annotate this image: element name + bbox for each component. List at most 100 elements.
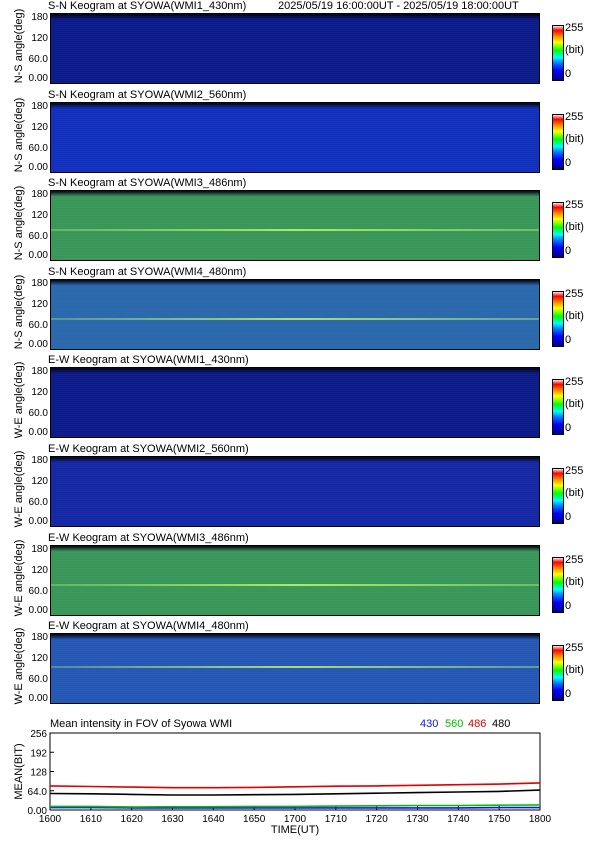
y-tick-label: 60.0 <box>22 675 48 685</box>
panel-title: E-W Keogram at SYOWA(WMI4_480nm) <box>48 620 249 633</box>
colorbar-min-label: 0 <box>565 246 571 257</box>
y-tick-label: 0.00 <box>22 606 48 616</box>
colorbar-unit-label: (bit) <box>565 222 584 233</box>
keogram-image <box>50 102 540 173</box>
y-tick-label: 0.00 <box>22 517 48 527</box>
mean-intensity-svg: Mean intensity in FOV of Syowa WMI 430 560… <box>0 715 595 842</box>
y-tick-label: 120 <box>22 300 48 310</box>
y-tick-label: 60.0 <box>22 321 48 331</box>
colorbar-unit-label: (bit) <box>565 665 584 676</box>
x-tick-label: 1640 <box>202 814 225 825</box>
y-tick-label: 60.0 <box>22 55 48 65</box>
x-tick-label: 1610 <box>80 814 103 825</box>
y-tick-label: 120 <box>22 211 48 221</box>
y-tick-label: 180 <box>22 456 48 466</box>
y-tick-label: 180 <box>22 633 48 643</box>
colorbar-min-label: 0 <box>565 512 571 523</box>
keogram-image <box>50 545 540 616</box>
colorbar-min-label: 0 <box>565 423 571 434</box>
x-tick-label: 1710 <box>325 814 348 825</box>
panel-title: E-W Keogram at SYOWA(WMI3_486nm) <box>48 532 249 545</box>
plot-frame <box>50 733 540 810</box>
colorbar <box>552 291 564 347</box>
keogram-texture <box>51 280 539 349</box>
panel-title: S-N Keogram at SYOWA(WMI4_480nm) <box>48 266 246 279</box>
panel-title: S-N Keogram at SYOWA(WMI2_560nm) <box>48 89 246 102</box>
colorbar-max-label: 255 <box>565 23 583 34</box>
y-tick-label: 60.0 <box>22 232 48 242</box>
keogram-panel: E-W Keogram at SYOWA(WMI2_560nm)W-E angl… <box>0 443 595 531</box>
keogram-texture <box>51 14 539 83</box>
keogram-panel: E-W Keogram at SYOWA(WMI4_480nm)W-E angl… <box>0 620 595 708</box>
colorbar-max-label: 255 <box>565 643 583 654</box>
y-tick-label: 60.0 <box>22 409 48 419</box>
colorbar-unit-label: (bit) <box>565 399 584 410</box>
panel-title: E-W Keogram at SYOWA(WMI2_560nm) <box>48 443 249 456</box>
y-tick-label: 180 <box>22 102 48 112</box>
colorbar-max-label: 255 <box>565 555 583 566</box>
keogram-texture <box>51 103 539 172</box>
panel-title: S-N Keogram at SYOWA(WMI1_430nm) <box>48 0 246 13</box>
y-tick-label: 120 <box>22 654 48 664</box>
x-tick-label: 1620 <box>121 814 144 825</box>
y-tick-label: 180 <box>22 190 48 200</box>
x-tick-label: 1650 <box>243 814 266 825</box>
keogram-image <box>50 190 540 261</box>
colorbar-min-label: 0 <box>565 601 571 612</box>
keogram-texture <box>51 457 539 526</box>
y-tick-label: 128 <box>30 768 47 779</box>
y-tick-label: 120 <box>22 388 48 398</box>
colorbar-min-label: 0 <box>565 335 571 346</box>
colorbar-unit-label: (bit) <box>565 311 584 322</box>
keogram-panel: S-N Keogram at SYOWA(WMI1_430nm)N-S angl… <box>0 0 595 88</box>
y-tick-label: 180 <box>22 13 48 23</box>
legend-item: 486 <box>468 718 486 730</box>
colorbar <box>552 468 564 524</box>
colorbar <box>552 557 564 613</box>
colorbar-max-label: 255 <box>565 200 583 211</box>
panel-title: E-W Keogram at SYOWA(WMI1_430nm) <box>48 354 249 367</box>
keogram-image <box>50 456 540 527</box>
y-tick-label: 0.00 <box>22 251 48 261</box>
keogram-texture <box>51 368 539 437</box>
keogram-texture <box>51 191 539 260</box>
x-tick-label: 1740 <box>447 814 470 825</box>
colorbar-unit-label: (bit) <box>565 577 584 588</box>
legend-item: 480 <box>492 718 510 730</box>
keogram-image <box>50 279 540 350</box>
legend-item: 430 <box>420 718 438 730</box>
x-tick-label: 1720 <box>366 814 389 825</box>
y-tick-label: 192 <box>30 748 47 759</box>
keogram-panel: S-N Keogram at SYOWA(WMI2_560nm)N-S angl… <box>0 89 595 177</box>
legend-item: 560 <box>445 718 463 730</box>
colorbar-unit-label: (bit) <box>565 488 584 499</box>
y-tick-label: 0.00 <box>22 74 48 84</box>
y-tick-label: 120 <box>22 566 48 576</box>
x-tick-label: 1750 <box>488 814 511 825</box>
keogram-image <box>50 13 540 84</box>
colorbar-min-label: 0 <box>565 158 571 169</box>
panel-title: S-N Keogram at SYOWA(WMI3_486nm) <box>48 177 246 190</box>
y-tick-label: 60.0 <box>22 498 48 508</box>
x-axis-label: TIME(UT) <box>271 824 319 836</box>
mean-intensity-chart: Mean intensity in FOV of Syowa WMI 430 560… <box>0 715 595 842</box>
y-tick-label: 120 <box>22 123 48 133</box>
colorbar-min-label: 0 <box>565 69 571 80</box>
keogram-texture <box>51 634 539 703</box>
chart-title: Mean intensity in FOV of Syowa WMI <box>50 718 232 730</box>
x-tick-label: 1730 <box>406 814 429 825</box>
colorbar <box>552 114 564 170</box>
y-tick-label: 0.00 <box>22 428 48 438</box>
y-axis-label: MEAN(BIT) <box>13 743 25 799</box>
auroral-band <box>51 229 539 231</box>
y-tick-label: 120 <box>22 477 48 487</box>
keogram-panel: E-W Keogram at SYOWA(WMI1_430nm)W-E angl… <box>0 354 595 442</box>
x-tick-label: 1600 <box>39 814 62 825</box>
colorbar-max-label: 255 <box>565 112 583 123</box>
auroral-band <box>51 318 539 320</box>
y-tick-label: 64.0 <box>28 787 48 798</box>
y-tick-label: 180 <box>22 545 48 555</box>
keogram-panel: E-W Keogram at SYOWA(WMI3_486nm)W-E angl… <box>0 532 595 620</box>
keogram-image <box>50 633 540 704</box>
colorbar <box>552 202 564 258</box>
